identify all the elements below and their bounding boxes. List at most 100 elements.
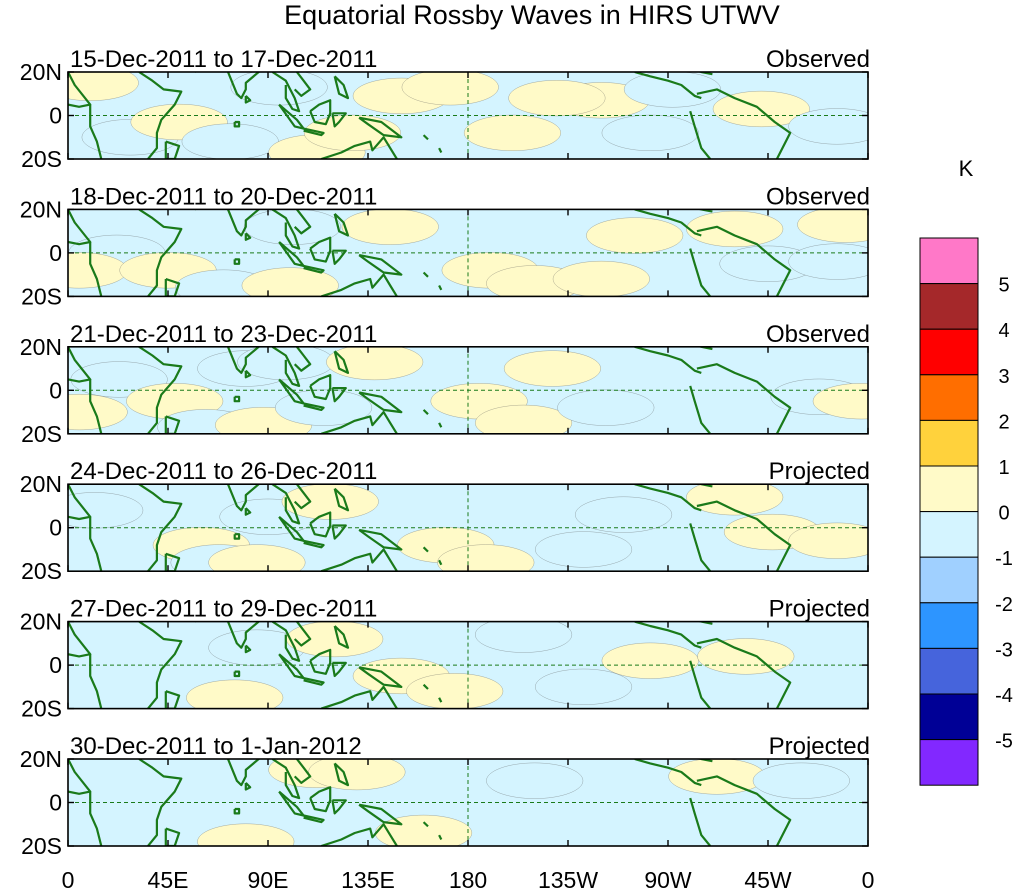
coastline [358,391,403,414]
panel-4: 24-Dec-2011 to 26-Dec-2011 Projected 20N 0 2… [20,458,870,584]
coastline [293,72,312,98]
colorbar-swatch [919,237,979,285]
y-tick-label: 20N [20,746,62,772]
colorbar-level-label: 2 [998,411,1009,433]
anomaly-field [68,209,868,297]
y-tick-label: 0 [49,240,62,266]
contour-cell [601,114,699,151]
contour-cell [406,673,504,709]
coastline [303,677,325,686]
coastline [271,621,301,662]
x-tick-label: 45E [148,867,189,890]
coastline [233,533,241,540]
coastline [697,346,713,351]
contour-cell [68,492,144,529]
y-tick-label: 0 [49,377,62,403]
coastline [697,621,713,625]
coastline [138,209,183,297]
panel-dates-label: 30-Dec-2011 to 1-Jan-2012 [70,733,362,760]
panel-status-label: Observed [766,321,870,348]
contour-cell [186,679,284,709]
contour-cell [208,544,306,572]
coastline [333,75,350,100]
contour-cell [401,72,499,106]
contour-cell [812,383,868,420]
coastline [320,136,398,159]
coastline [309,648,332,675]
x-tick-label: 0 [62,867,75,890]
coastline [226,759,261,787]
coastlines [68,346,792,434]
contour-cell [586,217,684,254]
coastline [634,72,702,100]
coastline [689,523,712,572]
coastline [271,484,301,525]
contour-cell [341,209,439,245]
x-tick-label: 135W [538,867,598,890]
coastline [303,814,325,824]
coastline [696,225,792,297]
coastline [164,552,181,572]
coastline [164,140,181,159]
coastline [358,803,403,826]
y-tick-label: 20S [21,833,62,859]
coastline [138,484,183,572]
coastline [309,236,332,263]
contour-cell [308,759,406,791]
y-tick-label: 20S [21,283,62,309]
y-tick-label: 20N [20,609,62,635]
coastline [358,254,403,276]
contour-cell [535,531,633,568]
coastline [697,209,713,213]
coastline [422,821,429,828]
contour-cell [623,72,721,108]
coastline [303,402,325,411]
contour-cell [326,346,424,381]
contour-cell [575,496,673,533]
coastline [244,507,252,516]
coastline [689,797,712,846]
y-tick-label: 0 [49,515,62,541]
panel-status-label: Observed [766,46,870,73]
coastline [309,786,332,813]
coastlines [68,72,792,159]
coastline [422,271,429,278]
anomaly-field [68,484,868,572]
coastlines [68,484,792,572]
coastline [696,363,792,434]
contour-cell [68,72,139,101]
coastline [331,112,347,128]
coastline [233,670,241,678]
colorbar-level-label: -2 [995,594,1013,616]
colorbar-swatch [919,693,979,741]
y-tick-label: 20S [21,558,62,584]
coastline [438,147,443,153]
x-tick-label: 135E [341,867,395,890]
anomaly-field [68,72,868,159]
coastline [293,621,312,647]
coastline [689,110,712,159]
coastline [438,559,443,566]
contour-cell [535,668,633,705]
y-tick-label: 20N [20,196,62,222]
coastline [138,759,183,846]
contour-cell [601,642,699,679]
coastline [689,385,712,434]
coastline [320,685,398,709]
contour-cell [686,484,784,516]
panel-dates-label: 18-Dec-2011 to 20-Dec-2011 [70,183,377,210]
panel-6: 30-Dec-2011 to 1-Jan-2012 Projected 20N 0 20… [20,733,870,859]
coastline [331,249,347,265]
coastline [164,827,181,846]
coastlines [68,759,792,846]
coastline [333,625,350,649]
coastline [333,762,350,787]
coastline [634,759,702,787]
contour-cell [197,823,295,846]
coastline [244,369,252,379]
coastline [358,666,403,689]
contour-cell [475,621,573,653]
coastline [333,213,350,237]
coastline [438,422,443,428]
